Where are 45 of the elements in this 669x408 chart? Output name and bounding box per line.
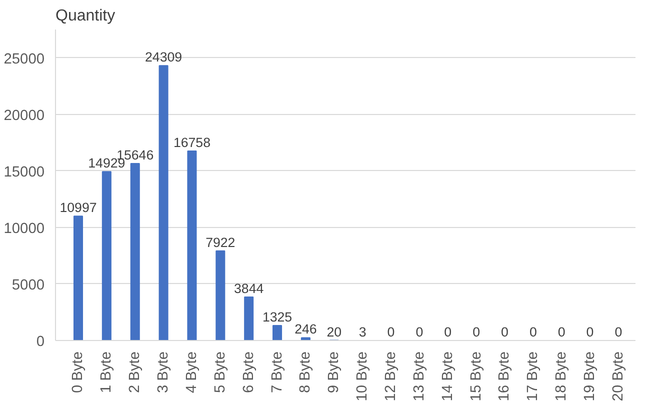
y-axis-title: Quantity: [56, 8, 116, 24]
data-label: 246: [294, 322, 317, 337]
y-tick-label: 5000: [12, 277, 45, 294]
x-tick-label: 14 Byte: [440, 352, 456, 402]
x-tick-label: 13 Byte: [411, 352, 428, 402]
x-tick-label: 8 Byte: [298, 351, 314, 394]
x-tick-label: 19 Byte: [582, 352, 598, 402]
x-tick-label: 6 Byte: [240, 351, 257, 394]
y-tick-label: 10000: [4, 220, 45, 237]
x-tick-label: 9 Byte: [326, 351, 342, 394]
x-tick-label: 4 Byte: [184, 351, 200, 394]
data-label: 3: [358, 324, 366, 340]
data-label: 7922: [206, 234, 236, 250]
x-tick-label: 3 Byte: [156, 351, 172, 394]
data-label: 24309: [145, 50, 182, 65]
data-label: 0: [586, 324, 594, 340]
data-label: 0: [558, 324, 566, 340]
data-label: 0: [444, 324, 452, 340]
data-label: 0: [416, 324, 424, 340]
x-tick-label: 12 Byte: [382, 352, 399, 402]
x-tick-label: 17 Byte: [525, 352, 542, 402]
y-tick-label: 0: [36, 334, 45, 350]
x-tick-label: 15 Byte: [468, 352, 484, 402]
y-tick-label: 20000: [4, 108, 45, 124]
data-label: 1325: [262, 310, 292, 325]
x-tick-label: 5 Byte: [212, 351, 228, 394]
data-label: 0: [387, 324, 395, 340]
x-tick-label: 1 Byte: [98, 351, 115, 394]
data-label: 16758: [173, 134, 210, 150]
x-tick-label: 7 Byte: [269, 351, 286, 394]
data-label: 0: [472, 324, 480, 340]
data-label: 0: [501, 324, 508, 340]
data-label: 10997: [60, 200, 97, 216]
data-label: 3844: [234, 281, 264, 296]
x-tick-label: 0 Byte: [70, 351, 86, 394]
x-tick-label: 20 Byte: [610, 352, 626, 402]
x-tick-label: 10 Byte: [354, 352, 371, 402]
x-tick-label: 2 Byte: [127, 351, 144, 394]
y-tick-label: 25000: [4, 51, 45, 68]
x-tick-label: 16 Byte: [496, 352, 513, 402]
data-label: 20: [326, 324, 342, 340]
y-tick-label: 15000: [4, 164, 45, 180]
data-label: 0: [614, 324, 622, 340]
data-label: 0: [529, 324, 537, 340]
x-tick-label: 18 Byte: [554, 352, 570, 402]
